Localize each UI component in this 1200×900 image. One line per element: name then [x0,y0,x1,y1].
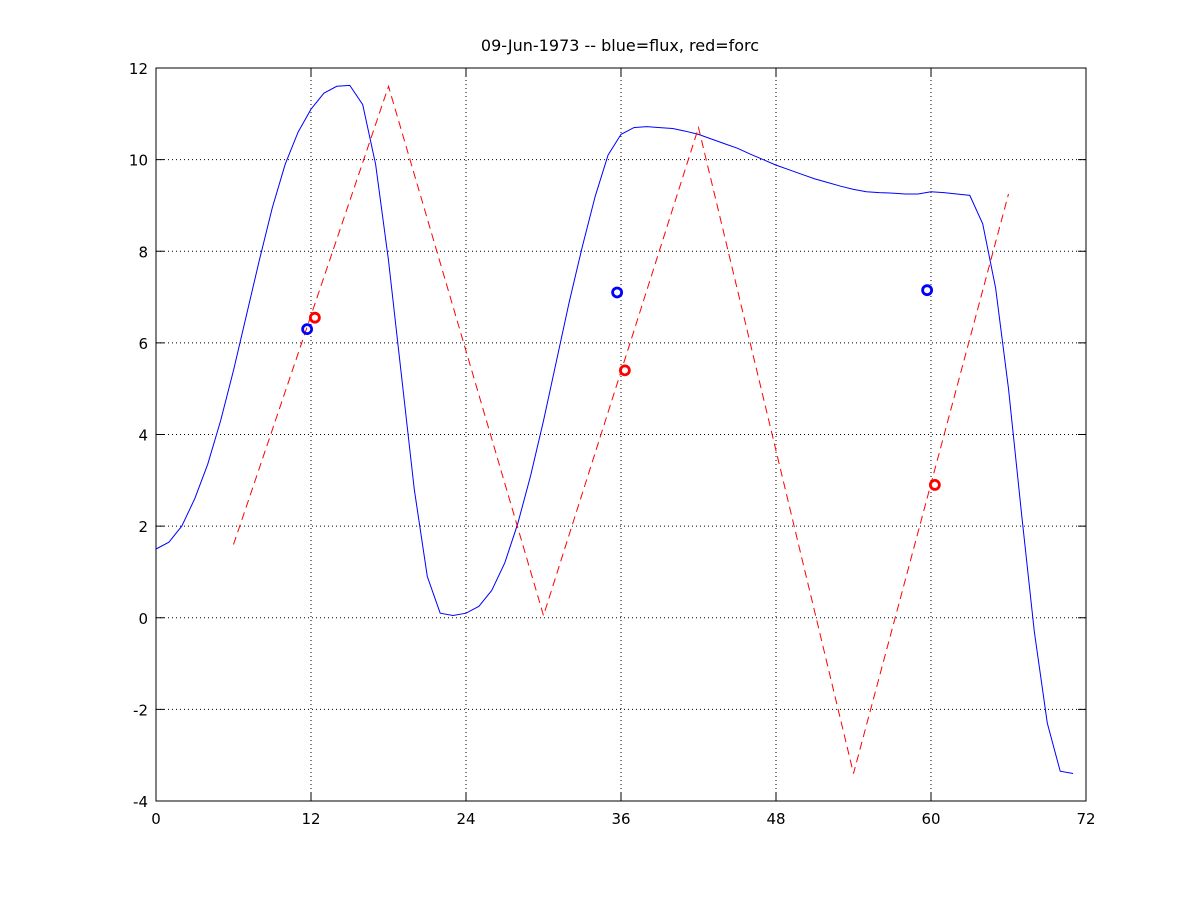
x-tick-label: 72 [1076,810,1095,828]
y-tick-label: 6 [138,335,148,353]
marker-point-1 [301,323,314,336]
marker-point-6 [928,478,941,491]
y-tick-label: 0 [138,610,148,628]
marker-point-4 [618,364,631,377]
chart-title: 09-Jun-1973 -- blue=flux, red=forc [481,36,759,55]
y-tick-label: -2 [133,701,148,719]
series-layer [155,84,1074,774]
y-tick-label: 8 [138,243,148,261]
y-tick-label: -4 [133,793,148,811]
x-tick-label: 24 [456,810,475,828]
x-tick-label: 48 [766,810,785,828]
x-tick-label: 0 [151,810,161,828]
series-line-2 [233,84,1009,774]
x-tick-label: 12 [301,810,320,828]
y-tick-label: 4 [138,427,148,445]
x-tick-label: 36 [611,810,630,828]
marker-layer [301,284,941,491]
grid-lines [156,68,1086,801]
marker-point-5 [921,284,934,297]
y-tick-label: 2 [138,518,148,536]
y-tick-label: 12 [129,60,148,78]
series-line-1 [155,84,1074,774]
y-tick-label: 10 [129,152,148,170]
marker-point-3 [611,286,624,299]
marker-point-2 [308,311,321,324]
x-tick-label: 60 [921,810,940,828]
